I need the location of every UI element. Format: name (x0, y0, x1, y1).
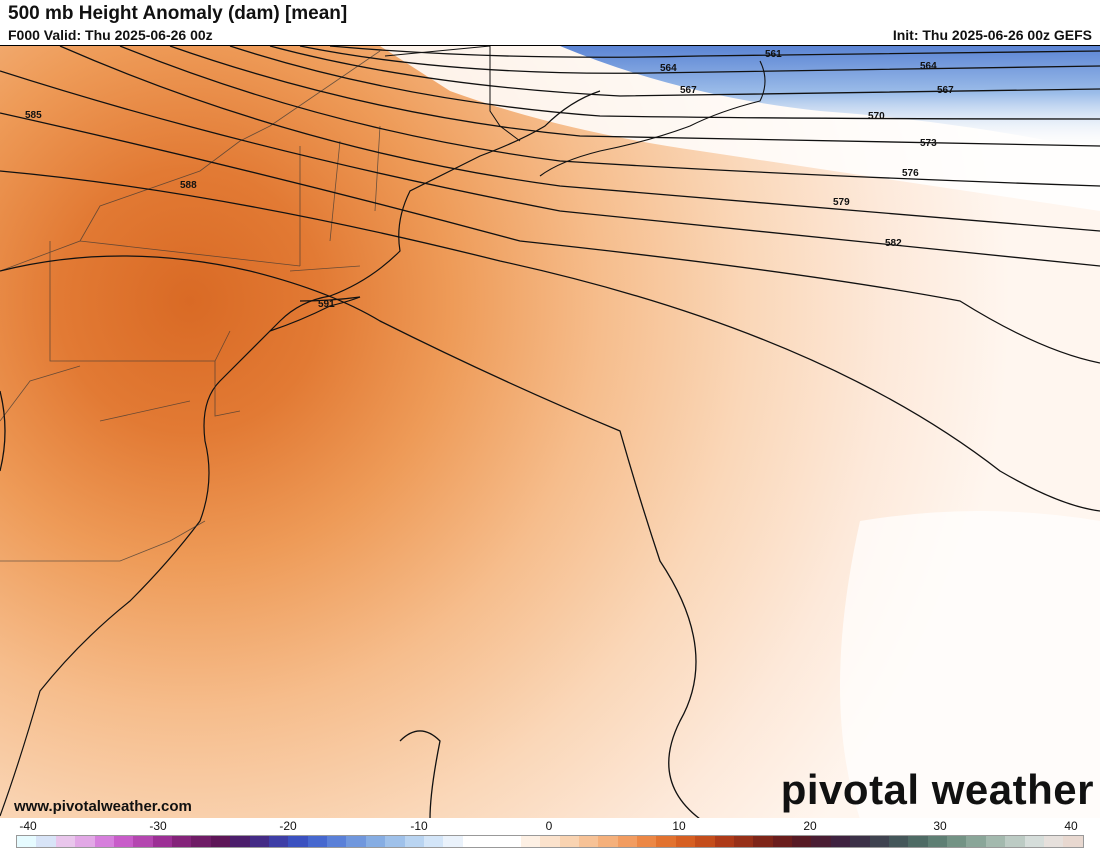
colorbar-swatch (792, 836, 812, 847)
colorbar-swatch (927, 836, 947, 847)
header: 500 mb Height Anomaly (dam) [mean] F000 … (0, 0, 1100, 45)
contour-label-582: 582 (885, 238, 902, 249)
contour-label-561: 561 (765, 49, 782, 60)
colorbar-swatch (94, 836, 114, 847)
colorbar-swatch (695, 836, 715, 847)
colorbar-swatch (288, 836, 308, 847)
contour-label-576: 576 (902, 168, 919, 179)
colorbar-swatch (966, 836, 986, 847)
weather-map[interactable]: 561 564 567 570 573 576 579 582 585 588 … (0, 45, 1100, 819)
nova-scotia-coast (539, 60, 766, 177)
contour-label-579: 579 (833, 197, 850, 208)
colorbar-swatch (811, 836, 831, 847)
colorbar-swatch (36, 836, 56, 847)
colorbar-tick: -30 (149, 819, 167, 833)
colorbar-tick: -40 (19, 819, 37, 833)
colorbar-swatch (346, 836, 366, 847)
colorbar-swatch (1063, 836, 1083, 847)
colorbar-swatch (985, 836, 1006, 847)
map-title: 500 mb Height Anomaly (dam) [mean] (8, 3, 348, 24)
colorbar-swatch (869, 836, 889, 847)
border-canada (384, 46, 521, 142)
colorbar-swatch (714, 836, 734, 847)
contour-label-585: 585 (25, 110, 42, 121)
colorbar-swatch (888, 836, 909, 847)
colorbar-swatch (249, 836, 269, 847)
colorbar-swatch (423, 836, 444, 847)
colorbar-swatch (501, 836, 521, 847)
colorbar-swatch (462, 836, 482, 847)
colorbar-swatch (598, 836, 618, 847)
map-canvas: 561 564 567 570 573 576 579 582 585 588 … (0, 46, 1100, 819)
colorbar-swatch (520, 836, 541, 847)
colorbar-swatch (55, 836, 76, 847)
contour-labels: 561 564 567 570 573 576 579 582 585 588 … (25, 49, 954, 310)
colorbar-swatch (307, 836, 327, 847)
website-url: www.pivotalweather.com (14, 798, 192, 815)
colorbar-ticks: -40 -30 -20 -10 0 10 20 30 40 (0, 818, 1100, 834)
colorbar-swatch (1005, 836, 1025, 847)
colorbar: -40 -30 -20 -10 0 10 20 30 40 (0, 818, 1100, 850)
colorbar-tick: 30 (933, 819, 947, 833)
colorbar-swatch (404, 836, 424, 847)
colorbar-swatch (617, 836, 637, 847)
brand-logo: pivotal weather (780, 766, 1094, 813)
colorbar-tick: 20 (803, 819, 817, 833)
state-borders (0, 50, 381, 562)
colorbar-swatch (152, 836, 172, 847)
colorbar-swatch (17, 836, 37, 847)
contour-label-564-east: 564 (920, 61, 937, 72)
colorbar-swatch (947, 836, 967, 847)
colorbar-swatch (1043, 836, 1064, 847)
colorbar-swatch (327, 836, 347, 847)
contour-label-588: 588 (180, 180, 197, 191)
colorbar-swatch (830, 836, 851, 847)
colorbar-tick: 40 (1064, 819, 1078, 833)
colorbar-swatch (540, 836, 560, 847)
colorbar-swatch (656, 836, 676, 847)
neutral-zone-south (840, 511, 1100, 819)
contour-label-567-east: 567 (937, 85, 954, 96)
colorbar-swatch (191, 836, 211, 847)
contour-label-570: 570 (868, 111, 885, 122)
colorbar-swatch (365, 836, 386, 847)
colorbar-swatch (637, 836, 657, 847)
contour-label-564: 564 (660, 63, 677, 74)
colorbar-tick: -20 (279, 819, 297, 833)
colorbar-swatch (113, 836, 134, 847)
colorbar-swatch (75, 836, 95, 847)
colorbar-swatch (850, 836, 870, 847)
colorbar-swatch (578, 836, 599, 847)
height-contours (0, 46, 1100, 819)
colorbar-swatch (733, 836, 754, 847)
colorbar-swatch (1024, 836, 1044, 847)
colorbar-swatch (772, 836, 792, 847)
colorbar-swatches (16, 835, 1084, 848)
long-island (269, 296, 361, 332)
colorbar-swatch (753, 836, 773, 847)
valid-time: F000 Valid: Thu 2025-06-26 00z (8, 27, 213, 43)
colorbar-tick: 10 (672, 819, 686, 833)
colorbar-swatch (133, 836, 153, 847)
colorbar-swatch (443, 836, 463, 847)
contour-label-567: 567 (680, 85, 697, 96)
colorbar-swatch (675, 836, 696, 847)
colorbar-swatch (908, 836, 928, 847)
colorbar-swatch (482, 836, 502, 847)
colorbar-swatch (210, 836, 231, 847)
contour-label-573: 573 (920, 138, 937, 149)
contour-label-591: 591 (318, 299, 335, 310)
colorbar-swatch (385, 836, 405, 847)
colorbar-swatch (559, 836, 579, 847)
coastline (0, 90, 601, 817)
colorbar-tick: -10 (410, 819, 428, 833)
init-time: Init: Thu 2025-06-26 00z GEFS (892, 27, 1092, 43)
colorbar-swatch (268, 836, 289, 847)
colorbar-swatch (172, 836, 192, 847)
colorbar-swatch (230, 836, 250, 847)
colorbar-tick: 0 (545, 819, 553, 833)
